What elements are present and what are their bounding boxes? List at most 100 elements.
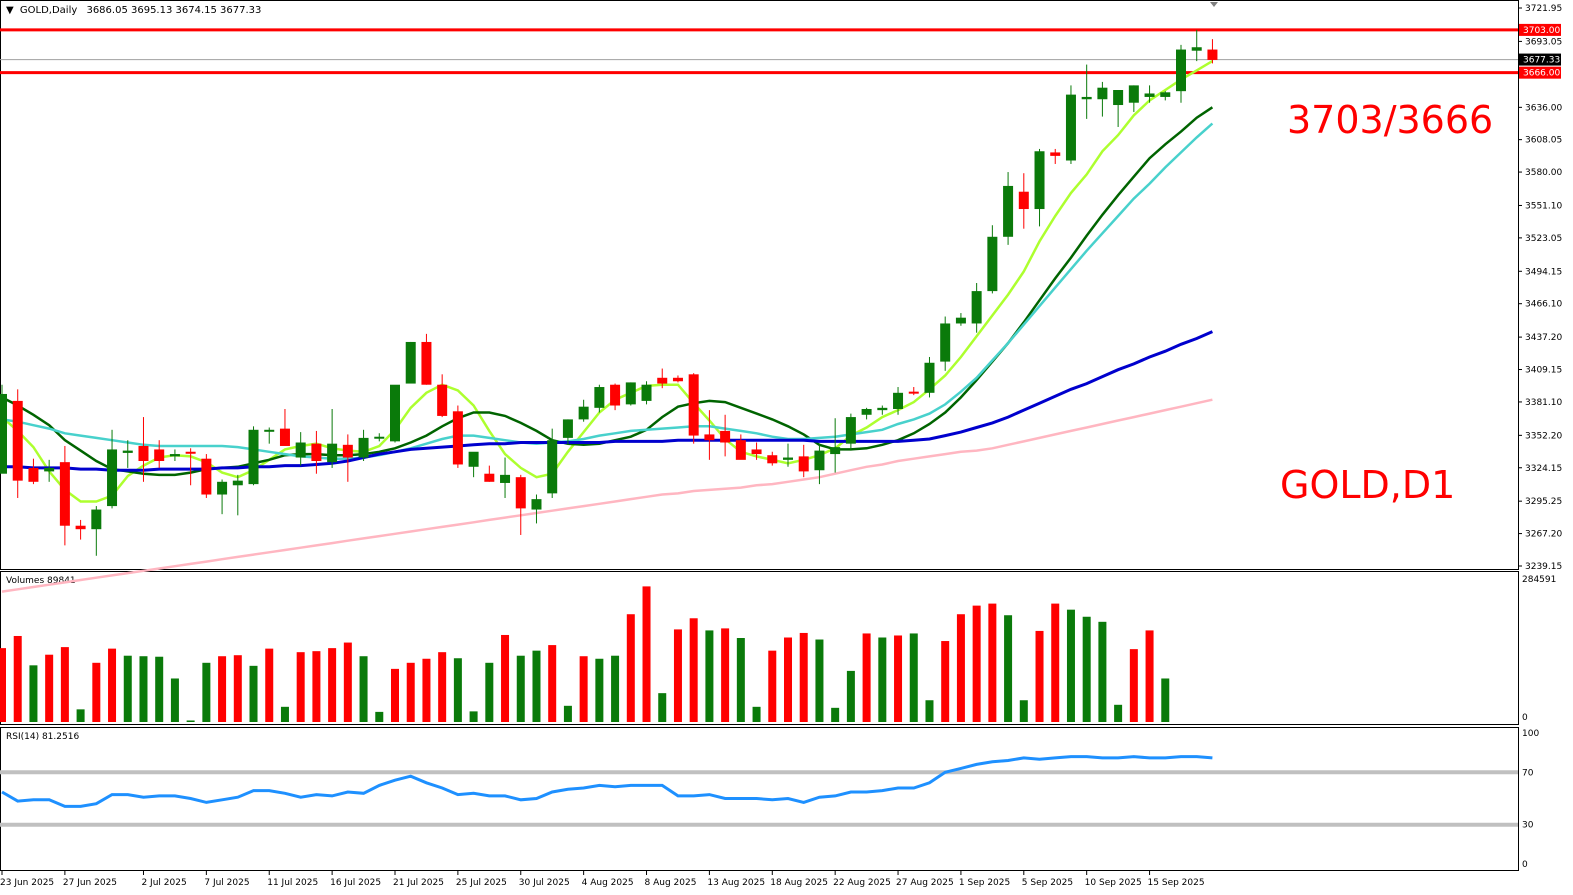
volume-bar [186,720,195,722]
candle-body [704,434,715,441]
rsi-line [1,755,1213,808]
volume-bar [799,632,808,722]
candle-body [877,407,888,411]
volume-bar [29,665,38,722]
x-tick-label: 27 Aug 2025 [896,878,954,888]
candle-body [940,323,951,362]
volume-bar [155,656,164,722]
candle-body [107,449,118,507]
y-tick-label: 3721.95 [1525,4,1562,14]
volume-bar [673,629,682,722]
candle-body [437,384,448,416]
y-tick-label: 3693.05 [1525,37,1562,47]
x-tick-label: 15 Sep 2025 [1148,878,1205,888]
level-tag-label: 3703.00 [1523,26,1560,36]
candle-body [1034,151,1045,210]
volume-bar [579,656,588,722]
volume-bar [988,603,997,722]
volume-bar [972,605,981,722]
y-tick-label: 3523.05 [1525,234,1562,244]
volume-bar [815,639,824,722]
candle-body [405,341,416,384]
candle-body [531,499,542,510]
candle-body [625,382,636,405]
candle-body [861,408,872,415]
volume-bar [894,635,903,722]
candle-body [484,473,495,482]
rsi-plot [0,755,1518,827]
volume-bar [92,662,101,722]
rsi-tick-label: 0 [1522,860,1528,870]
candle-body [154,449,165,461]
candle-body [138,445,149,461]
x-tick-label: 18 Aug 2025 [770,878,828,888]
volume-bar [123,655,132,722]
candle-body [955,317,966,324]
y-tick-label: 3636.00 [1525,103,1562,113]
x-tick-label: 23 Jun 2025 [0,878,54,888]
level-tag [1519,23,1561,36]
candle-body [987,236,998,292]
candle-body [1097,87,1108,100]
volume-bar [76,709,85,722]
candle-body [751,449,762,455]
rsi-title: RSI(14) 81.2516 [6,732,79,742]
symbol-timeframe-annotation: GOLD,D1 [1280,463,1455,507]
candle-body [185,451,196,454]
volume-bar [689,618,698,722]
x-tick-label: 22 Aug 2025 [833,878,891,888]
chart-shift-marker[interactable] [1210,2,1218,7]
volume-bar [218,656,227,722]
volume-bar [516,655,525,722]
y-tick-label: 3324.15 [1525,464,1562,474]
x-tick-label: 27 Jun 2025 [63,878,117,888]
x-tick-label: 25 Jul 2025 [456,878,507,888]
candle-body [1003,185,1014,237]
volume-bar [375,711,384,722]
volume-bar [170,678,179,722]
candle-body [641,384,652,401]
volume-bar [501,634,510,722]
volume-bar [233,655,242,722]
volume-pane [0,571,1519,725]
candle-body [515,477,526,509]
candle-body [358,437,369,458]
y-tick-label: 3239.15 [1525,562,1562,572]
y-tick-label: 3580.00 [1525,168,1562,178]
candle-body [1207,49,1218,60]
volume-bar [359,656,368,722]
candle-body [1144,93,1155,97]
volume-bar [548,645,557,722]
x-tick-label: 4 Aug 2025 [582,878,634,888]
candle-body [1065,94,1076,161]
x-tick-label: 11 Jul 2025 [267,878,318,888]
volume-bar [705,630,714,722]
level-tag [1519,66,1561,79]
candle-body [75,525,86,530]
price-plot [0,28,1518,593]
candle-body [421,341,432,385]
candle-body [688,374,699,436]
y-tick-label: 3267.20 [1525,530,1562,540]
candle-body [845,417,856,444]
volume-bar [280,706,289,722]
volume-bar [1019,700,1028,722]
candle-body [594,387,605,408]
y-tick-label: 3551.10 [1525,201,1562,211]
levels-annotation: 3703/3666 [1287,98,1493,142]
main-pane [0,0,1519,570]
x-tick-label: 21 Jul 2025 [393,878,444,888]
y-tick-label: 3608.05 [1525,136,1562,146]
volume-bar [422,658,431,722]
candle-body [1113,90,1124,106]
x-tick-label: 30 Jul 2025 [519,878,570,888]
volume-bar [768,650,777,722]
volume-bar [721,628,730,722]
volume-bar [846,670,855,722]
volume-bar [1035,630,1044,722]
volume-bar [736,638,745,722]
volume-bar [249,665,258,722]
candle-body [0,393,7,474]
volume-bar [45,654,54,722]
